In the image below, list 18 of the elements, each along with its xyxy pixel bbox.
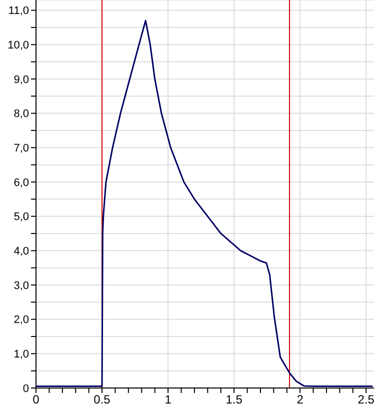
x-tick-label: 1.5 (226, 392, 243, 407)
y-tick-label: 3,0 (14, 280, 29, 292)
y-tick-label: 9,0 (14, 74, 29, 86)
y-tick-label: 1,0 (14, 348, 29, 361)
y-tick-label: 0 (22, 382, 29, 395)
y-tick-label: 4,0 (14, 246, 29, 258)
x-tick-label: 0.5 (94, 392, 111, 407)
y-tick-label: 2,0 (14, 314, 29, 326)
y-tick-label: 6,0 (14, 176, 29, 189)
x-tick-label: 1 (164, 392, 172, 407)
y-tick-label: 8,0 (14, 108, 29, 120)
y-tick-label: 7,0 (14, 142, 29, 155)
y-tick-label: 5,0 (14, 211, 29, 224)
x-tick-label: 2 (296, 392, 304, 407)
x-tick-label: 2.5 (358, 392, 375, 407)
y-tick-label: 10,0 (8, 40, 29, 52)
x-tick-label: 0 (32, 392, 40, 407)
y-tick-label: 11,0 (8, 5, 29, 18)
